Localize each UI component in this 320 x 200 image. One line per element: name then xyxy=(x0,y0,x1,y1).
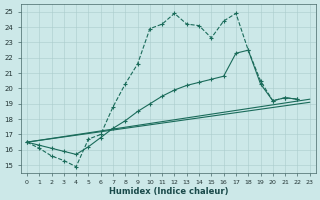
X-axis label: Humidex (Indice chaleur): Humidex (Indice chaleur) xyxy=(108,187,228,196)
